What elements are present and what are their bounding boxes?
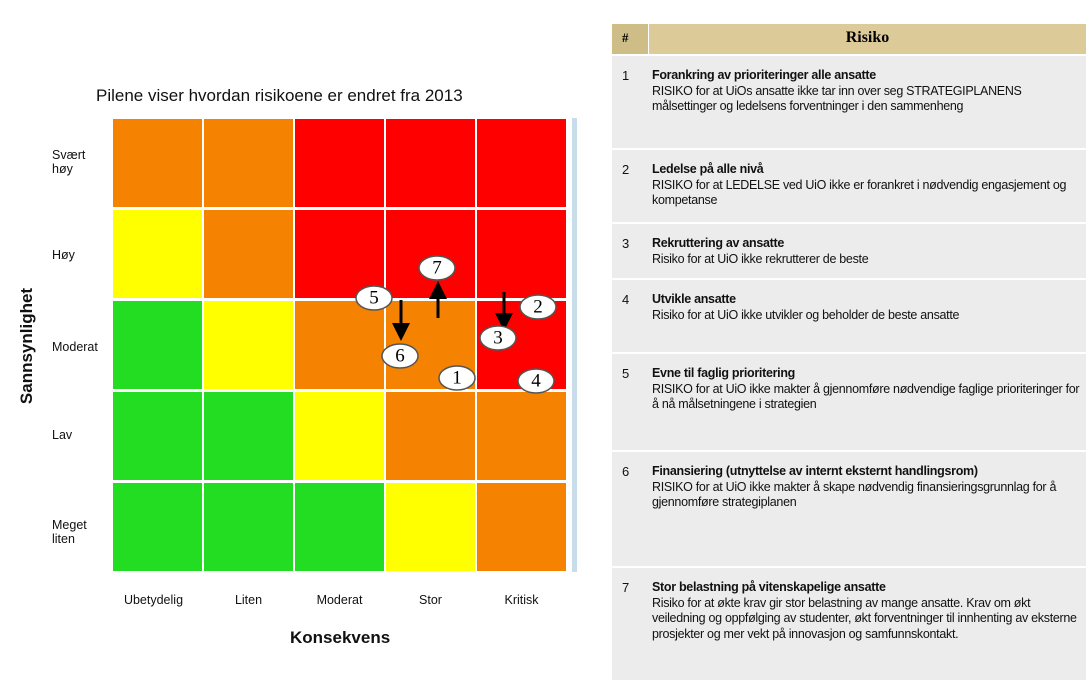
matrix-cell	[113, 210, 202, 298]
row-text: Forankring av prioriteringer alle ansatt…	[652, 68, 1086, 115]
row-number: 1	[622, 68, 630, 83]
row-number: 3	[622, 236, 630, 251]
x-axis-title: Konsekvens	[290, 628, 391, 647]
header-cell: #	[612, 24, 648, 54]
matrix-cell	[113, 119, 202, 207]
marker-label: 6	[395, 345, 405, 366]
row-label: Moderat	[52, 340, 98, 354]
risk-matrix	[112, 118, 577, 572]
row-text: Stor belastning på vitenskapelige ansatt…	[652, 580, 1086, 642]
row-description: RISIKO for at UiOs ansatte ikke tar inn …	[652, 83, 1022, 114]
row-label: Svært høy	[52, 148, 86, 176]
row-label: Meget liten	[52, 518, 87, 546]
matrix-cell	[113, 301, 202, 389]
row-number: 6	[622, 464, 630, 479]
matrix-cell	[477, 392, 566, 480]
header-cell: Risiko	[649, 24, 1086, 54]
matrix-cell	[204, 483, 293, 571]
table-row: 5 Evne til faglig prioritering RISIKO for …	[612, 354, 1086, 450]
row-number: 2	[622, 162, 630, 177]
matrix-cell	[295, 483, 384, 571]
table-row: 2 Ledelse på alle nivå RISIKO for at LEDEL…	[612, 150, 1086, 222]
row-description: RISIKO for at UiO ikke makter å gjennomf…	[652, 381, 1080, 412]
matrix-cell	[204, 210, 293, 298]
matrix-cell	[386, 392, 475, 480]
header-text: #	[622, 30, 629, 45]
row-number: 4	[622, 292, 630, 307]
table-row: 1 Forankring av prioriteringer alle ansat…	[612, 56, 1086, 148]
matrix-cell	[204, 392, 293, 480]
row-text: Rekruttering av ansatte Risiko for at UiO…	[652, 236, 1086, 267]
marker-label: 1	[452, 367, 462, 388]
marker-badge	[519, 294, 557, 320]
row-text: Utvikle ansatte Risiko for at UiO ikke ut…	[652, 292, 1086, 323]
row-description: Risiko for at UiO ikke utvikler og behol…	[652, 307, 960, 322]
marker-badge	[517, 368, 555, 394]
marker-badge	[479, 325, 517, 351]
row-title: Evne til faglig prioritering	[652, 366, 796, 380]
row-description: Risiko for at UiO ikke rekrutterer de be…	[652, 251, 869, 266]
marker-label: 5	[369, 287, 379, 308]
marker-badge	[381, 343, 419, 369]
row-description: Risiko for at økte krav gir stor belastn…	[652, 595, 1077, 641]
column-label: Ubetydelig	[123, 593, 184, 607]
matrix-cell	[204, 119, 293, 207]
table-row: 6 Finansiering (utnyttelse av internt eks…	[612, 452, 1086, 566]
row-text: Finansiering (utnyttelse av internt ekst…	[652, 464, 1086, 511]
markers-layer: 1 2 3 4 5 6 7	[355, 255, 557, 394]
matrix-cell	[386, 119, 475, 207]
row-title: Ledelse på alle nivå	[652, 162, 764, 176]
column-label: Liten	[234, 593, 263, 607]
marker-label: 4	[531, 370, 541, 391]
row-number: 7	[622, 580, 630, 595]
column-label: Moderat	[316, 593, 363, 607]
marker-badge	[438, 365, 476, 391]
matrix-cell	[477, 483, 566, 571]
marker-label: 7	[432, 257, 442, 278]
row-text: Ledelse på alle nivå RISIKO for at LEDELS…	[652, 162, 1086, 209]
matrix-cell	[204, 301, 293, 389]
row-label: Høy	[52, 248, 75, 262]
column-label: Kritisk	[504, 593, 539, 607]
matrix-cell	[113, 392, 202, 480]
matrix-cell	[295, 119, 384, 207]
table-row: 3 Rekruttering av ansatte Risiko for at Ui…	[612, 224, 1086, 278]
matrix-cell	[295, 301, 384, 389]
marker-label: 2	[533, 296, 543, 317]
row-label: Lav	[52, 428, 73, 442]
marker-badge	[418, 255, 456, 281]
table-row: 4 Utvikle ansatte Risiko for at UiO ikke u…	[612, 280, 1086, 352]
header-text: Risiko	[845, 29, 890, 46]
row-number: 5	[622, 366, 630, 381]
row-description: RISIKO for at LEDELSE ved UiO ikke er fo…	[652, 177, 1067, 208]
matrix-cell	[295, 210, 384, 298]
row-title: Rekruttering av ansatte	[652, 236, 785, 250]
row-title: Utvikle ansatte	[652, 292, 736, 306]
row-title: Finansiering (utnyttelse av internt ekst…	[652, 464, 978, 478]
table-row: 7 Stor belastning på vitenskapelige ansat…	[612, 568, 1086, 680]
matrix-cell	[295, 392, 384, 480]
row-description: RISIKO for at UiO ikke makter å skape nø…	[652, 479, 1057, 510]
matrix-cell	[113, 483, 202, 571]
matrix-cell	[386, 483, 475, 571]
row-title: Stor belastning på vitenskapelige ansatt…	[652, 580, 886, 594]
column-label: Stor	[419, 593, 442, 607]
matrix-cell	[477, 210, 566, 298]
risk-table: # Risiko 1 Forankring av prioriteringer a…	[612, 24, 1086, 680]
row-title: Forankring av prioriteringer alle ansatt…	[652, 68, 876, 82]
row-text: Evne til faglig prioritering RISIKO for a…	[652, 366, 1086, 413]
marker-label: 3	[493, 327, 503, 348]
matrix-title: Pilene viser hvordan risikoene er endret…	[96, 86, 463, 105]
marker-badge	[355, 285, 393, 311]
matrix-cell	[477, 119, 566, 207]
